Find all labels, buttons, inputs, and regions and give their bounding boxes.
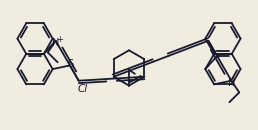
Text: Cl: Cl [78,84,88,95]
Text: N: N [228,78,235,88]
Text: +: + [56,35,63,44]
Text: S: S [213,50,219,60]
Text: N: N [52,38,59,48]
Text: S: S [68,59,74,69]
Text: ⁻: ⁻ [91,81,96,91]
